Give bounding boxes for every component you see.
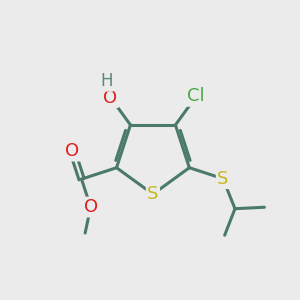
Text: H: H (100, 72, 112, 90)
Text: O: O (103, 88, 118, 106)
Text: Cl: Cl (188, 87, 205, 105)
Text: S: S (147, 185, 159, 203)
Text: O: O (84, 198, 98, 216)
Text: O: O (65, 142, 80, 160)
Text: S: S (217, 169, 229, 188)
